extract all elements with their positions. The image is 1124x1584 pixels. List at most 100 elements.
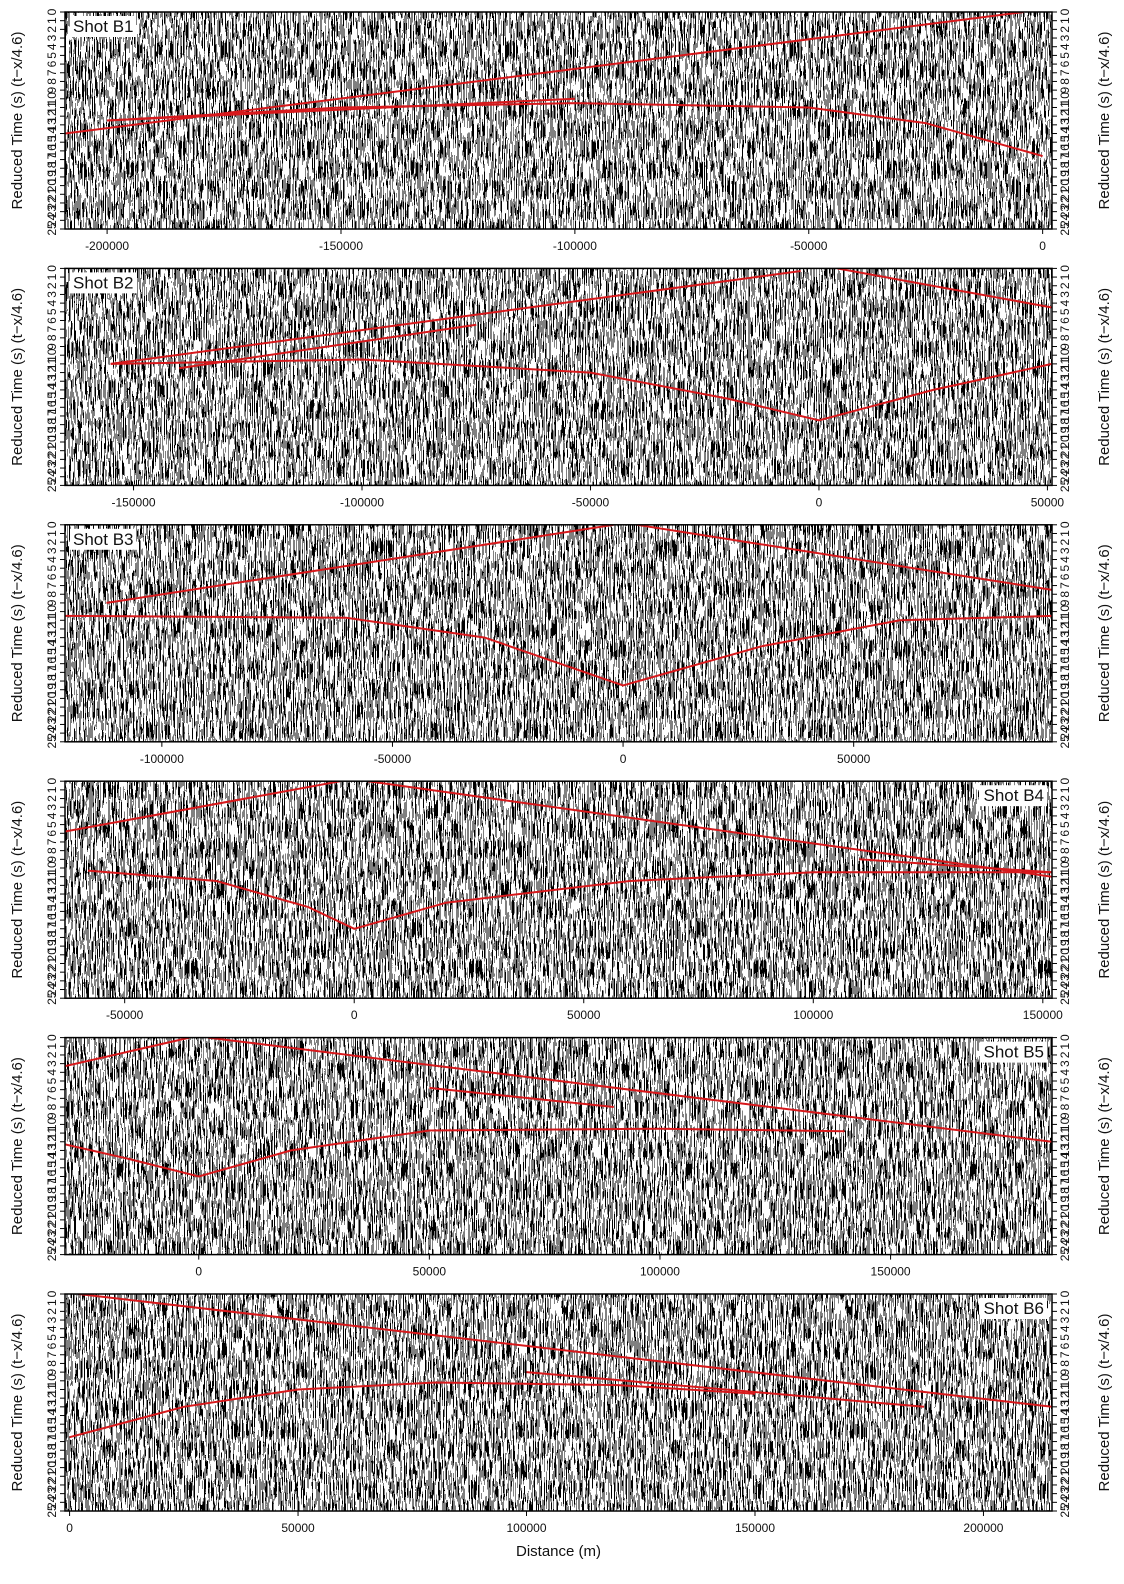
y-tick-label-right: 0 [1058, 1034, 1072, 1041]
y-axis-label-right: Reduced Time (s) (t−x/4.6) [1096, 1314, 1113, 1492]
y-tick-label: 7 [45, 1351, 59, 1358]
y-tick-label: 3 [45, 547, 59, 554]
y-tick-label-right: 8 [1058, 1360, 1072, 1367]
y-tick-label: 7 [45, 582, 59, 589]
y-tick-label: 1 [45, 530, 59, 537]
y-tick-label-right: 4 [1058, 1325, 1072, 1332]
y-tick-label: 2 [45, 26, 59, 33]
y-tick-label: 5 [45, 52, 59, 59]
y-tick-label: 6 [45, 830, 59, 837]
y-axis-label-right: Reduced Time (s) (t−x/4.6) [1096, 544, 1113, 722]
y-tick-label-right: 1 [1058, 1043, 1072, 1050]
y-tick-label-right: 25 [1058, 1248, 1072, 1262]
y-tick-label-right: 25 [1058, 735, 1072, 749]
y-tick-label-right: 7 [1058, 1351, 1072, 1358]
y-tick-label: 4 [45, 812, 59, 819]
y-tick-label: 8 [45, 334, 59, 341]
panel-title: Shot B6 [984, 1299, 1045, 1318]
y-tick-label-right: 7 [1058, 326, 1072, 333]
y-axis-label: Reduced Time (s) (t−x/4.6) [9, 32, 26, 210]
y-tick-label: 0 [45, 8, 59, 15]
y-tick-label-right: 7 [1058, 838, 1072, 845]
y-axis-label: Reduced Time (s) (t−x/4.6) [9, 1314, 26, 1492]
y-tick-label-right: 1 [1058, 273, 1072, 280]
page: {"chart_data": [ {"type": "line", "title… [0, 0, 1124, 1584]
y-tick-label-right: 7 [1058, 1095, 1072, 1102]
panel-title: Shot B1 [73, 17, 134, 36]
y-tick-label: 8 [45, 591, 59, 598]
y-tick-label: 0 [45, 521, 59, 528]
y-tick-label-right: 2 [1058, 795, 1072, 802]
y-tick-label: 1 [45, 273, 59, 280]
y-tick-label-right: 4 [1058, 556, 1072, 563]
y-tick-label: 0 [45, 265, 59, 272]
y-tick-label-right: 2 [1058, 282, 1072, 289]
y-tick-label: 1 [45, 1299, 59, 1306]
y-tick-label-right: 4 [1058, 1069, 1072, 1076]
y-tick-label-right: 3 [1058, 1316, 1072, 1323]
panel-title: Shot B3 [73, 530, 134, 549]
y-tick-label: 5 [45, 565, 59, 572]
y-tick-label: 5 [45, 308, 59, 315]
y-tick-label-right: 1 [1058, 1299, 1072, 1306]
y-tick-label-right: 6 [1058, 1342, 1072, 1349]
y-tick-label: 4 [45, 43, 59, 50]
y-tick-label-right: 8 [1058, 78, 1072, 85]
y-tick-label: 2 [45, 795, 59, 802]
y-tick-label-right: 3 [1058, 1060, 1072, 1067]
y-tick-label-right: 5 [1058, 308, 1072, 315]
y-tick-label: 0 [45, 1034, 59, 1041]
y-tick-label: 4 [45, 1325, 59, 1332]
y-tick-label: 2 [45, 1308, 59, 1315]
y-tick-label: 25 [45, 735, 59, 749]
seismic-background [65, 525, 1052, 742]
y-tick-label-right: 6 [1058, 830, 1072, 837]
y-tick-label: 8 [45, 847, 59, 854]
y-tick-label-right: 25 [1058, 478, 1072, 492]
y-tick-label: 5 [45, 1334, 59, 1341]
y-tick-label: 7 [45, 326, 59, 333]
y-tick-label: 6 [45, 60, 59, 67]
x-tick-label: -50000 [374, 752, 412, 766]
y-axis-label-right: Reduced Time (s) (t−x/4.6) [1096, 32, 1113, 210]
y-tick-label-right: 3 [1058, 804, 1072, 811]
y-tick-label-right: 0 [1058, 521, 1072, 528]
y-tick-label: 6 [45, 1342, 59, 1349]
panel: 0011223344556677889910101111121213131414… [9, 521, 1113, 766]
x-tick-label: 50000 [413, 1265, 447, 1279]
x-tick-label: 50000 [281, 1521, 315, 1535]
y-tick-label: 25 [45, 222, 59, 236]
y-tick-label-right: 3 [1058, 547, 1072, 554]
x-tick-label: 0 [620, 752, 627, 766]
y-tick-label-right: 7 [1058, 582, 1072, 589]
y-tick-label: 7 [45, 838, 59, 845]
y-tick-label: 8 [45, 78, 59, 85]
y-tick-label: 25 [45, 991, 59, 1005]
x-tick-label: -50000 [790, 239, 828, 253]
y-tick-label: 8 [45, 1103, 59, 1110]
y-tick-label: 6 [45, 1086, 59, 1093]
y-tick-label: 25 [45, 1248, 59, 1262]
y-tick-label: 25 [45, 1504, 59, 1518]
panel-title: Shot B5 [984, 1043, 1045, 1062]
x-tick-label: -150000 [112, 495, 156, 509]
x-tick-label: -100000 [553, 239, 597, 253]
y-tick-label-right: 0 [1058, 1290, 1072, 1297]
y-tick-label: 7 [45, 1095, 59, 1102]
y-tick-label-right: 8 [1058, 847, 1072, 854]
y-tick-label-right: 6 [1058, 573, 1072, 580]
x-tick-label: 0 [66, 1521, 73, 1535]
x-tick-label: 50000 [567, 1008, 601, 1022]
panel-title: Shot B4 [984, 786, 1045, 805]
x-tick-label: 100000 [506, 1521, 546, 1535]
y-tick-label: 6 [45, 317, 59, 324]
x-tick-label: 150000 [1023, 1008, 1063, 1022]
y-tick-label-right: 25 [1058, 1504, 1072, 1518]
panel: 0011223344556677889910101111121213131414… [9, 778, 1113, 1023]
y-tick-label-right: 2 [1058, 26, 1072, 33]
x-tick-label: -50000 [572, 495, 610, 509]
x-tick-label: 150000 [735, 1521, 775, 1535]
y-tick-label: 2 [45, 1051, 59, 1058]
y-tick-label-right: 2 [1058, 1051, 1072, 1058]
